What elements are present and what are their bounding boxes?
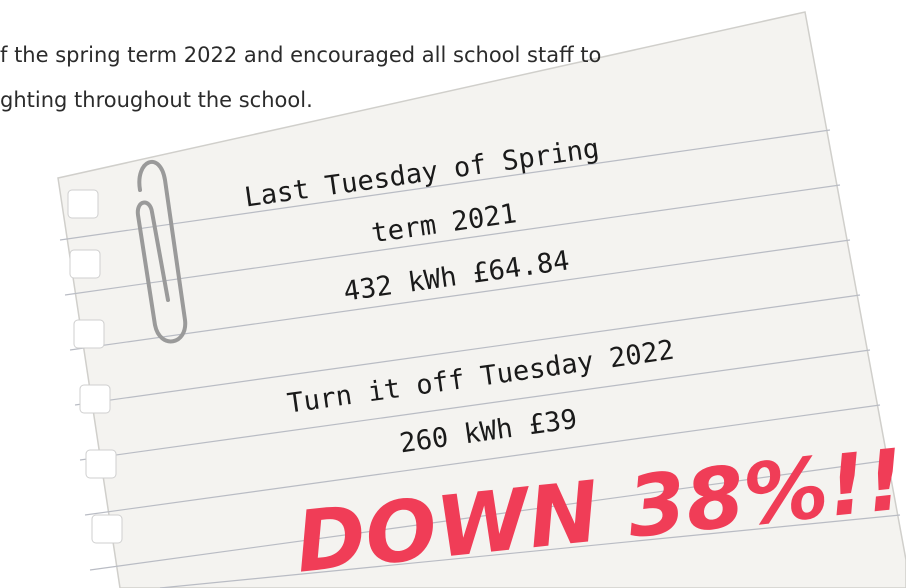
page: f the spring term 2022 and encouraged al…	[0, 0, 906, 588]
graphic: f the spring term 2022 and encouraged al…	[0, 0, 906, 588]
intro-line: f the spring term 2022 and encouraged al…	[0, 43, 601, 67]
intro-line: ghting throughout the school.	[0, 88, 313, 112]
